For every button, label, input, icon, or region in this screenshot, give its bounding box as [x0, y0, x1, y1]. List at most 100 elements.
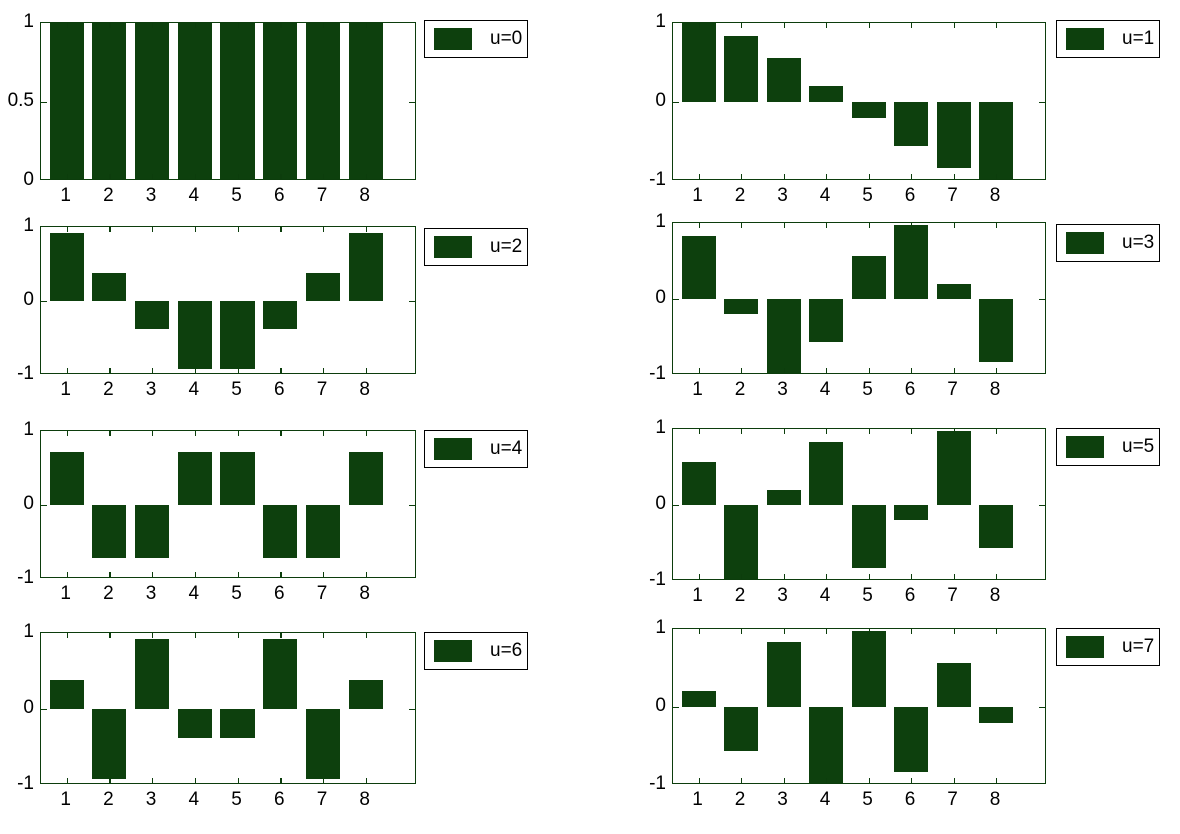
xtick-label: 5 — [862, 789, 873, 810]
xtick-label: 4 — [188, 185, 200, 206]
xtick-mark — [66, 23, 69, 28]
bar-u2-x5 — [220, 301, 255, 370]
bar-u1-x6 — [894, 102, 928, 147]
xtick-label: 1 — [60, 185, 71, 206]
xtick-mark — [826, 23, 828, 28]
xtick-mark — [109, 227, 111, 232]
xtick-mark — [280, 23, 282, 28]
xtick-mark — [826, 223, 828, 228]
bar-u3-x3 — [766, 299, 801, 373]
xtick-mark — [152, 227, 154, 232]
xtick-mark — [698, 174, 700, 179]
plot-axes-u-7 — [672, 628, 1046, 784]
bar-u7-x2 — [724, 707, 758, 751]
bar-u0-x3 — [135, 23, 170, 179]
xtick-mark — [152, 572, 154, 577]
xtick-mark — [911, 429, 913, 434]
bar-u6-x6 — [263, 639, 298, 709]
xtick-mark — [911, 778, 913, 783]
xtick-label: 5 — [231, 583, 242, 604]
xtick-mark — [868, 629, 870, 634]
ytick-label: 0 — [23, 697, 34, 718]
bar-u7-x6 — [894, 707, 928, 772]
xtick-mark — [66, 368, 69, 373]
bar-u1-x3 — [766, 57, 801, 102]
xtick-mark — [323, 368, 325, 373]
xtick-mark — [237, 23, 239, 28]
xtick-mark — [953, 223, 955, 228]
xtick-label: 7 — [316, 379, 328, 400]
xtick-mark — [365, 633, 368, 638]
xtick-mark — [698, 368, 700, 373]
xtick-mark — [194, 23, 197, 28]
bar-u2-x4 — [177, 301, 212, 370]
bar-u5-x5 — [851, 505, 886, 569]
bar-u6-x1 — [49, 680, 84, 709]
xtick-label: 4 — [188, 583, 200, 604]
plot-axes-u-6 — [40, 632, 416, 784]
bar-u6-x7 — [305, 709, 341, 779]
ytick-label: 0 — [655, 90, 666, 111]
xtick-mark — [280, 368, 282, 373]
ytick-mark — [409, 709, 415, 711]
xtick-mark — [741, 174, 743, 179]
bar-u1-x4 — [809, 86, 843, 102]
xtick-label: 5 — [862, 585, 873, 606]
xtick-label: 5 — [231, 185, 242, 206]
xtick-mark — [237, 778, 239, 783]
xtick-mark — [280, 778, 282, 783]
xtick-mark — [109, 633, 111, 638]
xtick-mark — [194, 368, 197, 373]
legend-label: u=6 — [490, 640, 523, 661]
plot-axes-u-2 — [40, 226, 416, 374]
bar-u5-x2 — [724, 505, 758, 579]
plot-area-u-7 — [673, 629, 1045, 783]
xtick-mark — [237, 431, 239, 436]
xtick-label: 7 — [316, 185, 328, 206]
xtick-mark — [323, 23, 325, 28]
plot-area-u-6 — [41, 633, 415, 783]
xtick-label: 2 — [103, 185, 114, 206]
ytick-label: 1 — [655, 211, 666, 232]
xtick-label: 6 — [273, 379, 285, 400]
ytick-mark — [41, 505, 47, 507]
xtick-label: 6 — [904, 185, 916, 206]
legend-swatch — [1066, 232, 1104, 254]
xtick-label: 6 — [904, 379, 916, 400]
xtick-label: 7 — [947, 789, 958, 810]
xtick-mark — [783, 778, 785, 783]
xtick-mark — [826, 574, 828, 579]
xtick-mark — [237, 633, 239, 638]
xtick-mark — [996, 429, 998, 434]
bar-u4-x1 — [49, 452, 84, 505]
xtick-label: 5 — [231, 379, 242, 400]
xtick-mark — [323, 227, 325, 232]
xtick-mark — [280, 174, 282, 179]
xtick-mark — [152, 778, 154, 783]
xtick-mark — [826, 368, 828, 373]
xtick-mark — [826, 778, 828, 783]
bar-u1-x7 — [936, 102, 971, 168]
legend-u-5: u=5 — [1056, 428, 1160, 466]
xtick-mark — [783, 174, 785, 179]
xtick-label: 7 — [947, 379, 958, 400]
ytick-label: 1 — [23, 419, 34, 440]
xtick-label: 8 — [359, 379, 370, 400]
xtick-mark — [953, 368, 955, 373]
legend-swatch — [434, 236, 472, 258]
ytick-label: -1 — [649, 773, 666, 794]
xtick-mark — [194, 431, 197, 436]
xtick-label: 2 — [734, 185, 746, 206]
xtick-label: 8 — [989, 789, 1001, 810]
xtick-mark — [868, 174, 870, 179]
bar-u4-x6 — [263, 505, 298, 558]
plot-axes-u-0 — [40, 22, 416, 180]
xtick-label: 6 — [273, 185, 285, 206]
ytick-label: 0 — [655, 493, 666, 514]
bar-u5-x1 — [681, 462, 716, 505]
ytick-mark — [1039, 505, 1045, 507]
bar-u7-x4 — [809, 707, 843, 783]
xtick-mark — [365, 431, 368, 436]
bar-u7-x7 — [936, 663, 971, 707]
